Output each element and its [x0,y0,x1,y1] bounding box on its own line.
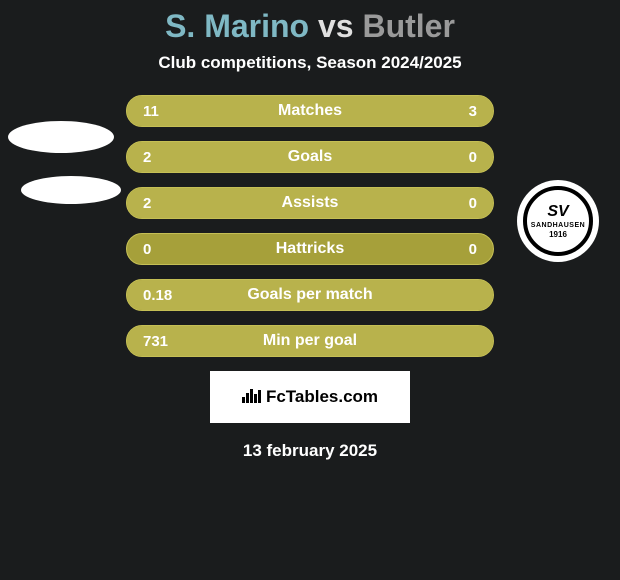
stat-row-hattricks: 0 Hattricks 0 [126,233,494,265]
attribution-text: FcTables.com [242,387,378,408]
stat-val-right: 3 [469,103,477,120]
stat-label: Min per goal [127,332,493,350]
stat-val-right: 0 [469,149,477,166]
badge-sv: SV [547,204,568,220]
page-title: S. Marino vs Butler [165,8,455,45]
title-player2: Butler [362,8,454,44]
attribution-label: FcTables.com [266,387,378,407]
chart-icon [242,387,262,408]
badge-year: 1916 [549,230,567,239]
stat-label: Goals [127,148,493,166]
badge-name: SANDHAUSEN [531,222,585,229]
stat-label: Matches [127,102,493,120]
stat-val-right: 0 [469,195,477,212]
title-player1: S. Marino [165,8,309,44]
stat-val-right: 0 [469,241,477,258]
title-vs: vs [309,8,362,44]
stat-row-assists: 2 Assists 0 [126,187,494,219]
stat-row-goals-per-match: 0.18 Goals per match [126,279,494,311]
subtitle: Club competitions, Season 2024/2025 [158,53,461,73]
team-logo-right: SV SANDHAUSEN 1916 [517,180,599,262]
stat-label: Assists [127,194,493,212]
stat-row-min-per-goal: 731 Min per goal [126,325,494,357]
stat-label: Hattricks [127,240,493,258]
attribution-badge[interactable]: FcTables.com [210,371,410,423]
team-logo-left-2 [21,176,121,204]
team-logo-left-1 [8,121,114,153]
sv-sandhausen-badge: SV SANDHAUSEN 1916 [523,186,593,256]
date: 13 february 2025 [243,441,377,461]
stat-row-goals: 2 Goals 0 [126,141,494,173]
stat-row-matches: 11 Matches 3 [126,95,494,127]
stat-label: Goals per match [127,286,493,304]
